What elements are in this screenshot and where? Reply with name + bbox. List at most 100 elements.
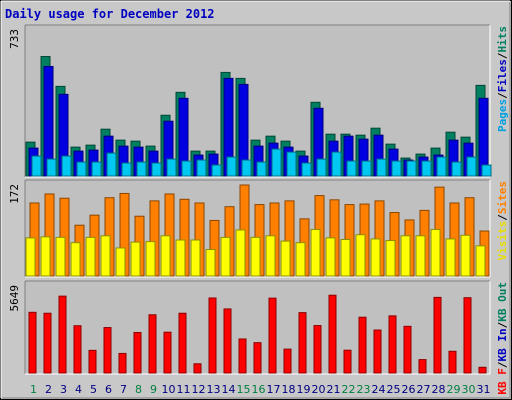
bottom-bar-kb-f-day-7: [118, 352, 127, 374]
bottom-bar-kb-f-day-10: [163, 331, 172, 374]
top-legend: Pages/Files/Hits: [496, 26, 509, 132]
middle-bar-visits-day-2: [40, 236, 51, 277]
bottom-bar-kb-f-day-21: [328, 294, 337, 374]
top-bar-files-day-31: [478, 97, 489, 177]
top-bar-pages-day-9: [151, 162, 162, 177]
x-tick-label-19: 19: [297, 383, 311, 396]
top-bar-pages-day-17: [271, 148, 282, 177]
x-tick-label-16: 16: [252, 383, 266, 396]
chart-panels: 733Pages/Files/Hits172Visits/Sites5649KB…: [8, 24, 509, 395]
x-tick-label-31: 31: [477, 383, 491, 396]
bottom-series-kb-f: [28, 294, 487, 374]
middle-bar-visits-day-22: [340, 238, 351, 277]
top-bar-pages-day-26: [406, 160, 417, 177]
middle-ymax-label: 172: [8, 184, 21, 204]
middle-legend-item-2: Sites: [496, 181, 509, 214]
top-bar-pages-day-21: [331, 151, 342, 177]
bottom-bar-kb-f-day-24: [373, 329, 382, 374]
x-tick-label-17: 17: [267, 383, 281, 396]
top-bar-pages-day-3: [61, 155, 72, 177]
x-tick-label-11: 11: [177, 383, 191, 396]
bottom-bar-kb-f-day-27: [418, 359, 427, 374]
top-bar-pages-day-8: [136, 161, 147, 177]
bottom-legend-item-1: /: [496, 361, 509, 368]
bottom-legend: KB F/KB In/KB Out: [496, 282, 509, 395]
middle-bar-visits-day-3: [55, 236, 66, 277]
bottom-bar-kb-f-day-16: [253, 342, 262, 374]
bottom-ymax-label: 5649: [8, 285, 21, 312]
top-bar-pages-day-10: [166, 158, 177, 177]
bottom-bar-kb-f-day-2: [43, 312, 52, 374]
x-axis: 1 2 3 4 5 6 7 8 9 10 11 12 13 14 15 16 17 18 19 20 21 22 23 24 2…: [30, 383, 491, 396]
top-legend-item-2: Files: [496, 59, 509, 92]
x-tick-label-2: 2: [45, 383, 52, 396]
top-bar-pages-day-16: [256, 161, 267, 177]
top-bar-pages-day-31: [481, 164, 492, 177]
bottom-bar-kb-f-day-3: [58, 295, 67, 374]
top-bar-pages-day-11: [181, 160, 192, 177]
bottom-bar-kb-f-day-6: [103, 327, 112, 374]
bottom-bar-kb-f-day-31: [478, 366, 487, 374]
bottom-bar-kb-f-day-13: [208, 297, 217, 374]
middle-bar-visits-day-24: [370, 238, 381, 277]
top-bar-pages-day-12: [196, 159, 207, 177]
bottom-bar-kb-f-day-14: [223, 308, 232, 374]
top-ymax-label: 733: [8, 29, 21, 49]
middle-legend-item-0: Visits: [496, 221, 509, 261]
top-bar-pages-day-5: [91, 161, 102, 177]
x-tick-label-23: 23: [357, 383, 371, 396]
middle-bar-visits-day-4: [70, 242, 81, 277]
top-legend-item-1: /: [496, 92, 509, 99]
middle-bar-visits-day-7: [115, 247, 126, 277]
bottom-bar-kb-f-day-23: [358, 316, 367, 374]
middle-bar-visits-day-19: [295, 242, 306, 277]
top-legend-item-4: Hits: [496, 26, 509, 53]
middle-bar-visits-day-30: [460, 234, 471, 277]
bottom-bar-kb-f-day-1: [28, 311, 37, 374]
top-bar-pages-day-19: [301, 162, 312, 177]
top-bar-pages-day-2: [46, 158, 57, 177]
middle-series-visits: [25, 228, 486, 277]
x-tick-label-25: 25: [387, 383, 401, 396]
middle-bar-visits-day-15: [235, 229, 246, 277]
middle-bar-visits-day-26: [400, 235, 411, 277]
x-tick-label-4: 4: [75, 383, 82, 396]
middle-bar-visits-day-9: [145, 241, 156, 277]
top-bar-pages-day-24: [376, 158, 387, 177]
bottom-bar-kb-f-day-25: [388, 315, 397, 374]
top-bar-pages-day-13: [211, 164, 222, 177]
top-bar-pages-day-6: [106, 152, 117, 177]
middle-bar-visits-day-13: [205, 249, 216, 277]
x-tick-label-26: 26: [402, 383, 416, 396]
bottom-bar-kb-f-day-19: [298, 312, 307, 374]
top-panel: 733 Pages/Files/Hits: [8, 24, 509, 178]
top-bar-pages-day-7: [121, 162, 132, 177]
x-tick-label-20: 20: [312, 383, 326, 396]
middle-bar-visits-day-25: [385, 240, 396, 277]
chart-title: Daily usage for December 2012: [5, 7, 215, 21]
bottom-bar-kb-f-day-30: [463, 297, 472, 374]
x-tick-label-24: 24: [372, 383, 386, 396]
top-bar-pages-day-14: [226, 156, 237, 177]
top-bar-pages-day-18: [286, 151, 297, 177]
middle-bar-visits-day-14: [220, 236, 231, 277]
middle-legend-item-1: /: [496, 214, 509, 221]
bottom-bar-kb-f-day-5: [88, 349, 97, 374]
bottom-bar-kb-f-day-26: [403, 325, 412, 374]
top-bar-pages-day-23: [361, 160, 372, 177]
middle-bar-visits-day-21: [325, 237, 336, 277]
middle-bar-visits-day-23: [355, 234, 366, 277]
middle-bar-visits-day-8: [130, 241, 141, 277]
x-tick-label-13: 13: [207, 383, 221, 396]
middle-bar-visits-day-16: [250, 236, 261, 277]
bottom-bar-kb-f-day-11: [178, 312, 187, 374]
x-tick-label-21: 21: [327, 383, 341, 396]
top-bar-pages-day-1: [31, 155, 42, 177]
bottom-legend-item-4: KB Out: [496, 282, 509, 322]
middle-bar-visits-day-29: [445, 238, 456, 277]
top-bar-pages-day-29: [451, 161, 462, 177]
bottom-legend-item-2: KB In: [496, 328, 509, 361]
top-legend-item-3: /: [496, 52, 509, 59]
bottom-bar-kb-f-day-8: [133, 331, 142, 374]
